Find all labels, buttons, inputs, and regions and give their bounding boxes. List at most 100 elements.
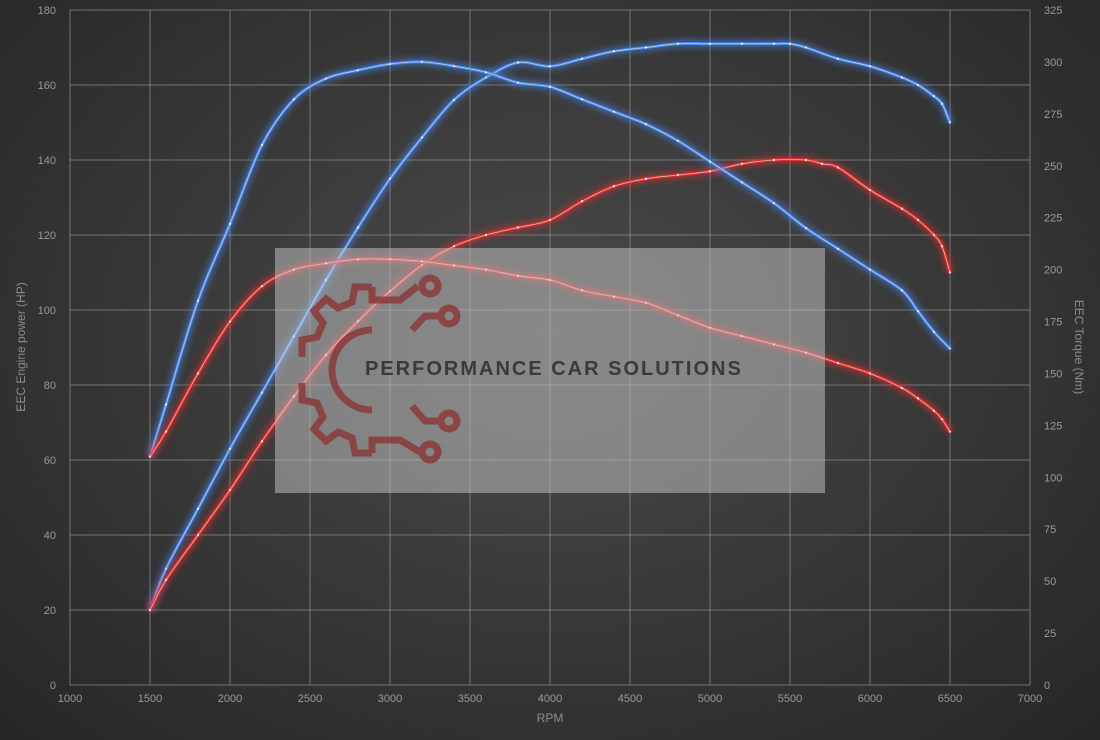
series-point — [676, 139, 680, 143]
series-point — [868, 65, 872, 68]
series-point — [644, 123, 648, 126]
right-tick-label: 250 — [1044, 161, 1062, 173]
left-tick-label: 40 — [44, 530, 56, 542]
series-point — [260, 440, 264, 443]
series-point — [516, 81, 520, 84]
series-point — [612, 50, 616, 53]
series-point — [740, 162, 744, 165]
series-point — [452, 64, 456, 68]
series-point — [196, 372, 200, 375]
right-tick-label: 225 — [1044, 213, 1062, 225]
series-point — [916, 397, 920, 400]
series-point — [740, 42, 744, 45]
right-axis-ticks: 0 25 50 75 100 125 150 175 200 225 250 275 300 325 — [1044, 5, 1062, 692]
right-tick-label: 100 — [1044, 472, 1062, 484]
watermark-text: PERFORMANCE CAR SOLUTIONS — [365, 358, 743, 380]
series-point — [484, 76, 488, 79]
right-tick-label: 150 — [1044, 368, 1062, 380]
series-point — [644, 46, 648, 49]
left-tick-label: 100 — [38, 305, 56, 317]
series-point — [940, 417, 944, 421]
x-tick-label: 5500 — [778, 693, 802, 705]
series-point — [948, 121, 952, 124]
series-point — [900, 76, 904, 79]
right-tick-label: 0 — [1044, 680, 1050, 692]
series-point — [932, 95, 936, 98]
x-tick-label: 7000 — [1018, 693, 1042, 705]
series-point — [516, 226, 520, 229]
series-point — [164, 430, 168, 433]
series-point — [772, 158, 776, 162]
left-tick-label: 60 — [44, 455, 56, 467]
series-point — [228, 447, 232, 450]
series-point — [516, 61, 520, 64]
series-point — [148, 455, 152, 458]
series-point — [868, 268, 872, 271]
right-tick-label: 200 — [1044, 265, 1062, 277]
series-point — [804, 46, 808, 49]
series-point — [676, 173, 680, 177]
series-point — [708, 42, 712, 45]
series-point — [580, 200, 584, 203]
series-point — [804, 158, 808, 162]
series-point — [948, 430, 952, 433]
series-point — [548, 218, 552, 222]
left-tick-label: 0 — [50, 680, 56, 692]
series-point — [388, 177, 392, 180]
x-tick-label: 5000 — [698, 693, 722, 705]
series-point — [260, 391, 264, 394]
x-tick-label: 3500 — [458, 693, 482, 705]
series-point — [196, 533, 200, 537]
x-tick-label: 4500 — [618, 693, 642, 705]
series-point — [916, 309, 920, 313]
series-point — [836, 166, 840, 169]
series-point — [836, 361, 840, 365]
series-point — [356, 226, 360, 229]
right-tick-label: 75 — [1044, 524, 1056, 536]
series-point — [420, 136, 424, 139]
series-point — [548, 85, 552, 89]
series-point — [836, 57, 840, 60]
right-tick-label: 175 — [1044, 317, 1062, 329]
x-tick-label: 6500 — [938, 693, 962, 705]
series-point — [740, 181, 744, 184]
series-point — [916, 218, 920, 222]
series-point — [612, 110, 616, 113]
series-point — [260, 285, 264, 288]
series-point — [836, 247, 840, 251]
series-point — [948, 347, 952, 350]
series-point — [708, 170, 712, 173]
left-tick-label: 80 — [44, 380, 56, 392]
series-point — [484, 71, 488, 74]
series-point — [708, 160, 712, 163]
series-point — [324, 77, 328, 80]
series-point — [948, 271, 952, 274]
series-point — [868, 188, 872, 192]
series-point — [164, 403, 168, 406]
series-point — [932, 409, 936, 413]
right-axis-title: EEC Torque (Nm) — [1072, 300, 1086, 394]
series-point — [164, 567, 168, 570]
series-point — [548, 65, 552, 68]
series-point — [940, 102, 944, 105]
left-tick-label: 120 — [38, 230, 56, 242]
series-point — [916, 83, 920, 87]
series-point — [580, 57, 584, 60]
series-point — [228, 488, 232, 492]
series-point — [900, 207, 904, 210]
series-point — [260, 143, 264, 147]
right-tick-label: 125 — [1044, 420, 1062, 432]
series-point — [868, 372, 872, 375]
series-point — [388, 62, 392, 66]
watermark: PERFORMANCE CAR SOLUTIONS — [275, 248, 825, 493]
right-tick-label: 25 — [1044, 628, 1056, 640]
x-tick-label: 1000 — [58, 693, 82, 705]
series-point — [900, 386, 904, 390]
series-point — [612, 185, 616, 188]
x-axis-title: RPM — [537, 711, 564, 725]
series-3-right-axis — [146, 58, 953, 458]
series-point — [788, 42, 792, 45]
series-point — [772, 42, 776, 45]
series-point — [676, 42, 680, 45]
series-point — [804, 226, 808, 230]
